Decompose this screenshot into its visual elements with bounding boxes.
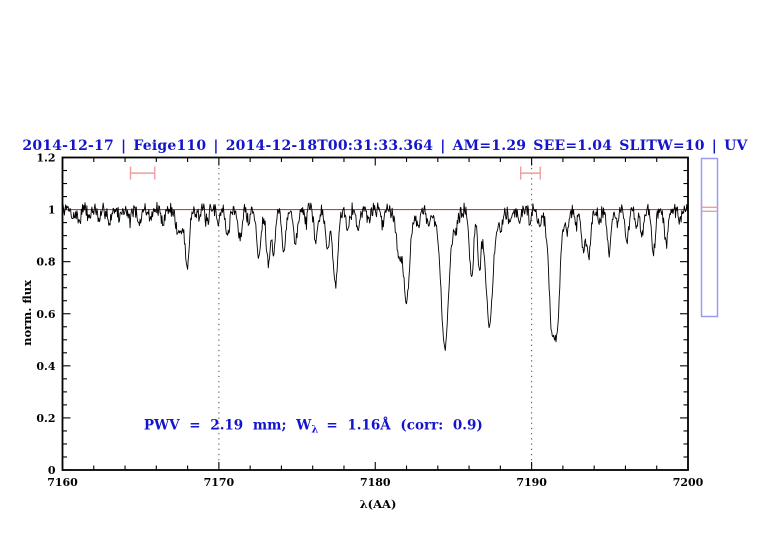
- spectrum-trace: [62, 201, 689, 351]
- y-tick-label: 0.4: [36, 360, 55, 373]
- side-panel-box: [700, 157, 719, 318]
- y-tick-label: 0.2: [36, 412, 55, 425]
- y-tick-label: 0: [48, 464, 56, 477]
- y-tick-label: 0.6: [36, 308, 55, 321]
- x-tick-label: 7160: [47, 476, 78, 489]
- x-tick-label: 7170: [204, 476, 235, 489]
- range-marker: [129, 166, 156, 180]
- axis-tick-labels: 7160 7170 7180 7190 7200 0 0.2 0.4 0.6 0.8 1 1.2: [36, 152, 703, 490]
- range-markers: [129, 166, 541, 180]
- pwv-annotation-head: PWV = 2.19 mm; W: [144, 418, 312, 434]
- x-axis-label: λ(AA): [360, 497, 397, 511]
- x-tick-label: 7200: [673, 476, 704, 489]
- range-marker: [519, 166, 541, 180]
- y-axis-label: norm. flux: [20, 280, 34, 346]
- pwv-annotation: PWV = 2.19 mm; Wλ = 1.16Å (corr: 0.9): [144, 418, 483, 436]
- side-panel: [700, 157, 719, 318]
- y-tick-label: 0.8: [36, 256, 55, 269]
- pwv-annotation-tail: = 1.16Å (corr: 0.9): [326, 418, 482, 434]
- y-tick-label: 1: [48, 204, 56, 217]
- x-tick-label: 7180: [360, 476, 391, 489]
- pwv-annotation-subscript: λ: [311, 425, 318, 436]
- plot-frame: [61, 156, 689, 471]
- y-tick-label: 1.2: [36, 152, 55, 165]
- plot-title: 2014-12-17 | Feige110 | 2014-12-18T00:31…: [22, 138, 748, 154]
- x-tick-label: 7190: [516, 476, 547, 489]
